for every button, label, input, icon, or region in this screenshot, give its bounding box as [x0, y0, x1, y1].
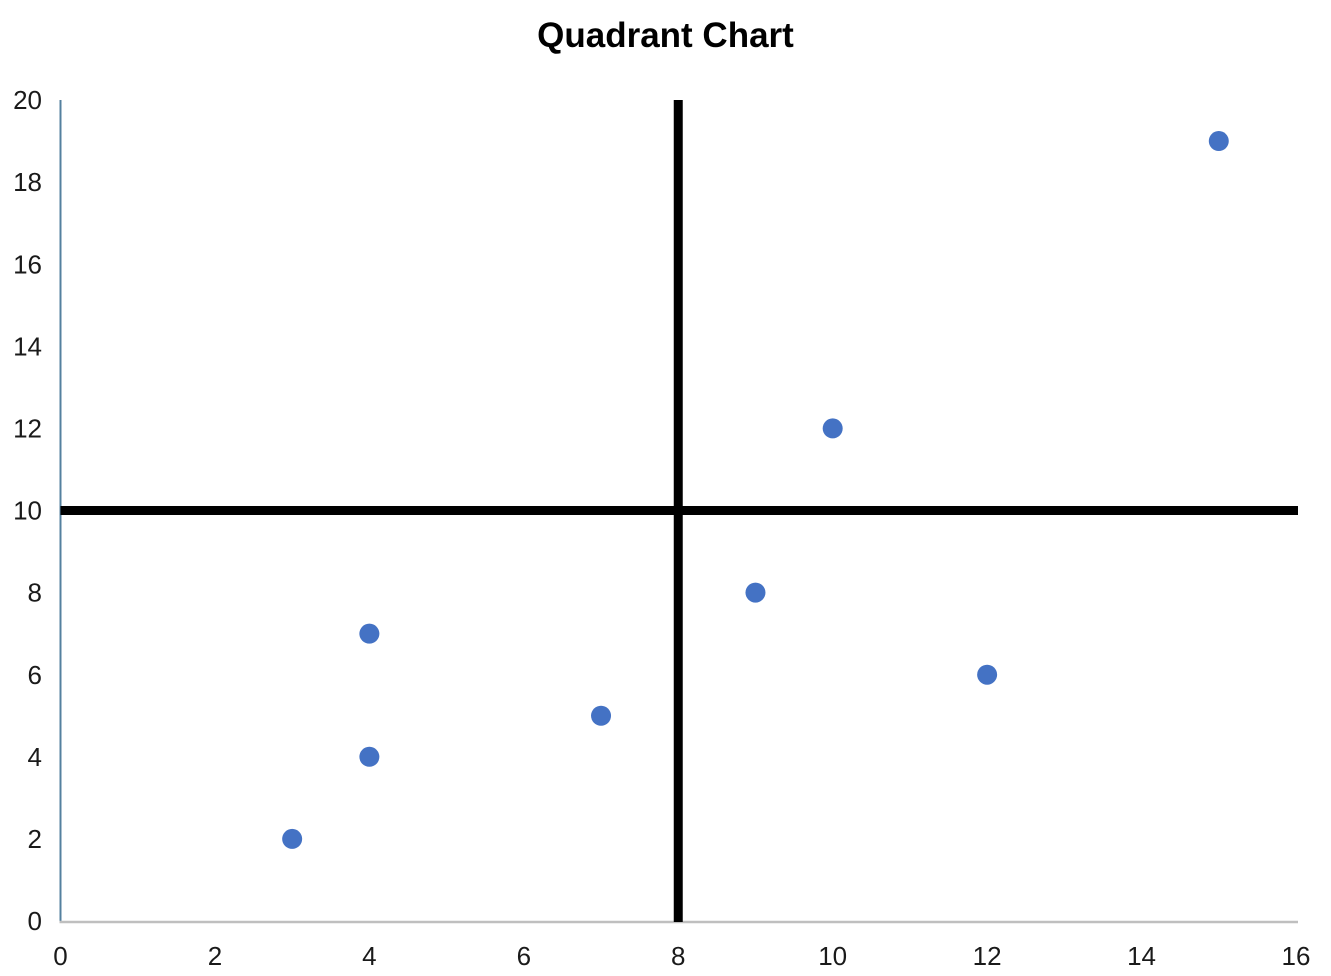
- scatter-point: [977, 664, 998, 685]
- y-axis-tick-label: 4: [28, 742, 42, 772]
- y-axis-tick-label: 10: [13, 496, 42, 526]
- x-axis-tick-label: 4: [362, 941, 376, 971]
- x-axis-tick-label: 8: [671, 941, 685, 971]
- x-axis-tick-label: 0: [53, 941, 67, 971]
- scatter-point: [822, 418, 843, 439]
- scatter-point: [359, 746, 380, 767]
- scatter-point: [745, 582, 766, 603]
- y-axis-tick-label: 2: [28, 824, 42, 854]
- x-axis-tick-label: 10: [818, 941, 847, 971]
- y-axis-tick-label: 20: [13, 85, 42, 115]
- scatter-point: [591, 705, 612, 726]
- x-axis-tick-label: 6: [517, 941, 531, 971]
- x-axis-tick-label: 16: [1282, 941, 1311, 971]
- scatter-point: [1208, 131, 1229, 152]
- y-axis-tick-label: 14: [13, 331, 42, 361]
- y-axis-tick-label: 6: [28, 660, 42, 690]
- scatter-point: [282, 828, 303, 849]
- y-axis-tick-label: 16: [13, 249, 42, 279]
- x-axis-tick-label: 2: [208, 941, 222, 971]
- x-axis-tick-label: 14: [1127, 941, 1156, 971]
- x-axis-tick-label: 12: [973, 941, 1002, 971]
- y-axis-tick-label: 8: [28, 578, 42, 608]
- y-axis-tick-label: 12: [13, 414, 42, 444]
- y-axis-tick-label: 18: [13, 167, 42, 197]
- scatter-point: [359, 623, 380, 644]
- y-axis-tick-label: 0: [28, 906, 42, 936]
- chart-title: Quadrant Chart: [537, 16, 794, 55]
